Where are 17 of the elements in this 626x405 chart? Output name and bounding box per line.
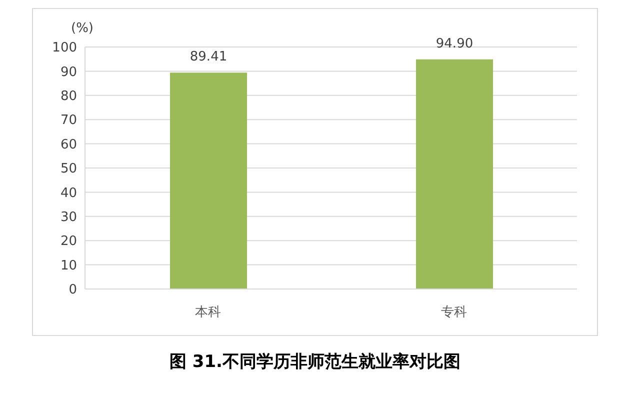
y-tick-label: 20 bbox=[60, 234, 77, 250]
y-tick-label: 50 bbox=[60, 162, 77, 177]
y-tick-label: 10 bbox=[60, 258, 77, 274]
y-axis-title: (%) bbox=[71, 21, 94, 36]
y-tick-label: 90 bbox=[60, 64, 77, 80]
y-tick-label: 40 bbox=[60, 186, 77, 201]
y-tick-label: 60 bbox=[60, 137, 77, 152]
data-label: 89.41 bbox=[190, 50, 228, 65]
y-tick-label: 80 bbox=[60, 89, 77, 104]
x-tick-label: 本科 bbox=[195, 305, 221, 320]
text: 图 31.不同学历非师范生就业率对比图 bbox=[168, 351, 462, 373]
data-label: 94.90 bbox=[436, 36, 474, 52]
y-tick-label: 30 bbox=[60, 210, 77, 226]
y-tick-label: 100 bbox=[52, 40, 77, 56]
y-tick-label: 70 bbox=[60, 113, 77, 128]
x-tick-label: 专科 bbox=[441, 305, 467, 320]
y-tick-label: 0 bbox=[68, 282, 77, 298]
